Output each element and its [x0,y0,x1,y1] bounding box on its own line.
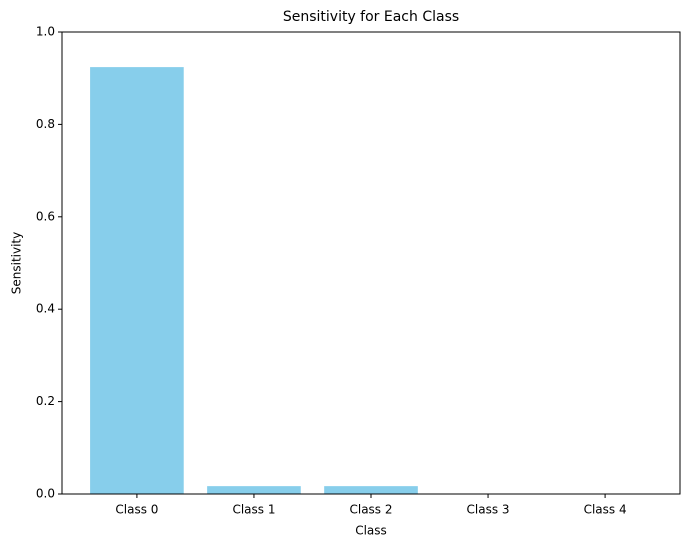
y-tick-label: 0.0 [36,487,55,501]
y-tick-label: 1.0 [36,25,55,39]
y-tick-label: 0.4 [36,302,55,316]
y-tick-label: 0.6 [36,209,55,223]
x-tick-label: Class 2 [349,503,392,517]
x-tick-label: Class 3 [467,503,510,517]
bar [90,67,184,494]
x-tick-label: Class 1 [232,503,275,517]
y-tick-label: 0.8 [36,117,55,131]
chart-title: Sensitivity for Each Class [283,9,459,25]
x-tick-label: Class 0 [115,503,158,517]
x-axis-label: Class [355,524,387,538]
bar [324,486,418,494]
bar [207,486,301,494]
y-axis-label: Sensitivity [10,232,24,294]
x-tick-label: Class 4 [584,503,627,517]
y-tick-label: 0.2 [36,394,55,408]
plot-frame [61,31,681,495]
